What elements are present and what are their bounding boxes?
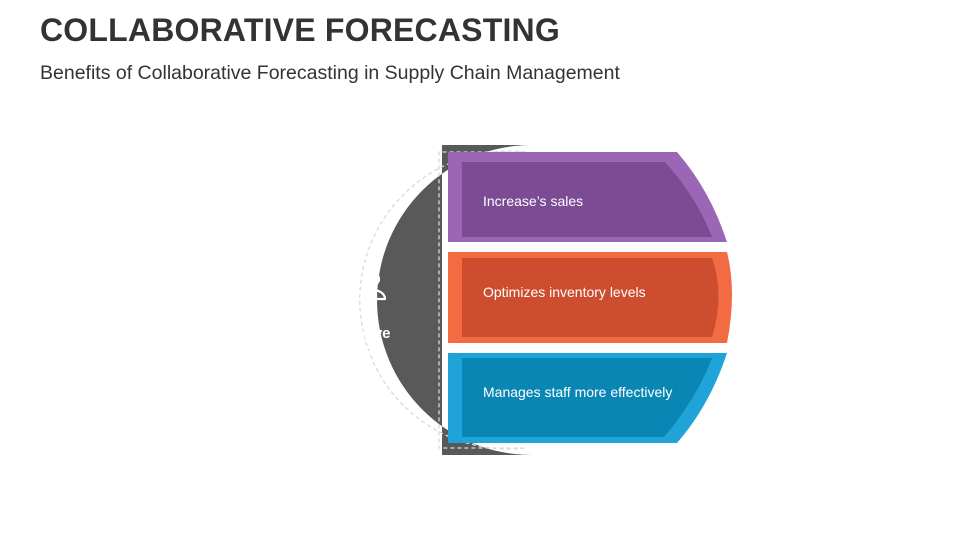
center-circle — [377, 145, 532, 455]
benefit-band-inventory: Optimizes inventory levels — [448, 252, 732, 343]
slide-title: COLLABORATIVE FORECASTING — [40, 12, 560, 48]
band-body — [462, 358, 712, 437]
band-body — [462, 162, 712, 237]
center-label-line1: Collaborative — [295, 325, 390, 342]
band-body — [462, 258, 719, 337]
benefit-band-sales: Increase’s sales — [448, 152, 727, 242]
center-circle-dashed-outline — [359, 150, 527, 450]
center-label-line2: Forecasting — [300, 346, 385, 363]
slide-subtitle: Benefits of Collaborative Forecasting in… — [40, 62, 620, 84]
idea-collaboration-icon — [299, 214, 387, 301]
benefit-label: Increase’s sales — [483, 193, 583, 209]
benefit-band-staff: Manages staff more effectively — [448, 353, 727, 443]
benefit-label: Manages staff more effectively — [483, 384, 672, 400]
benefit-label: Optimizes inventory levels — [483, 284, 646, 300]
